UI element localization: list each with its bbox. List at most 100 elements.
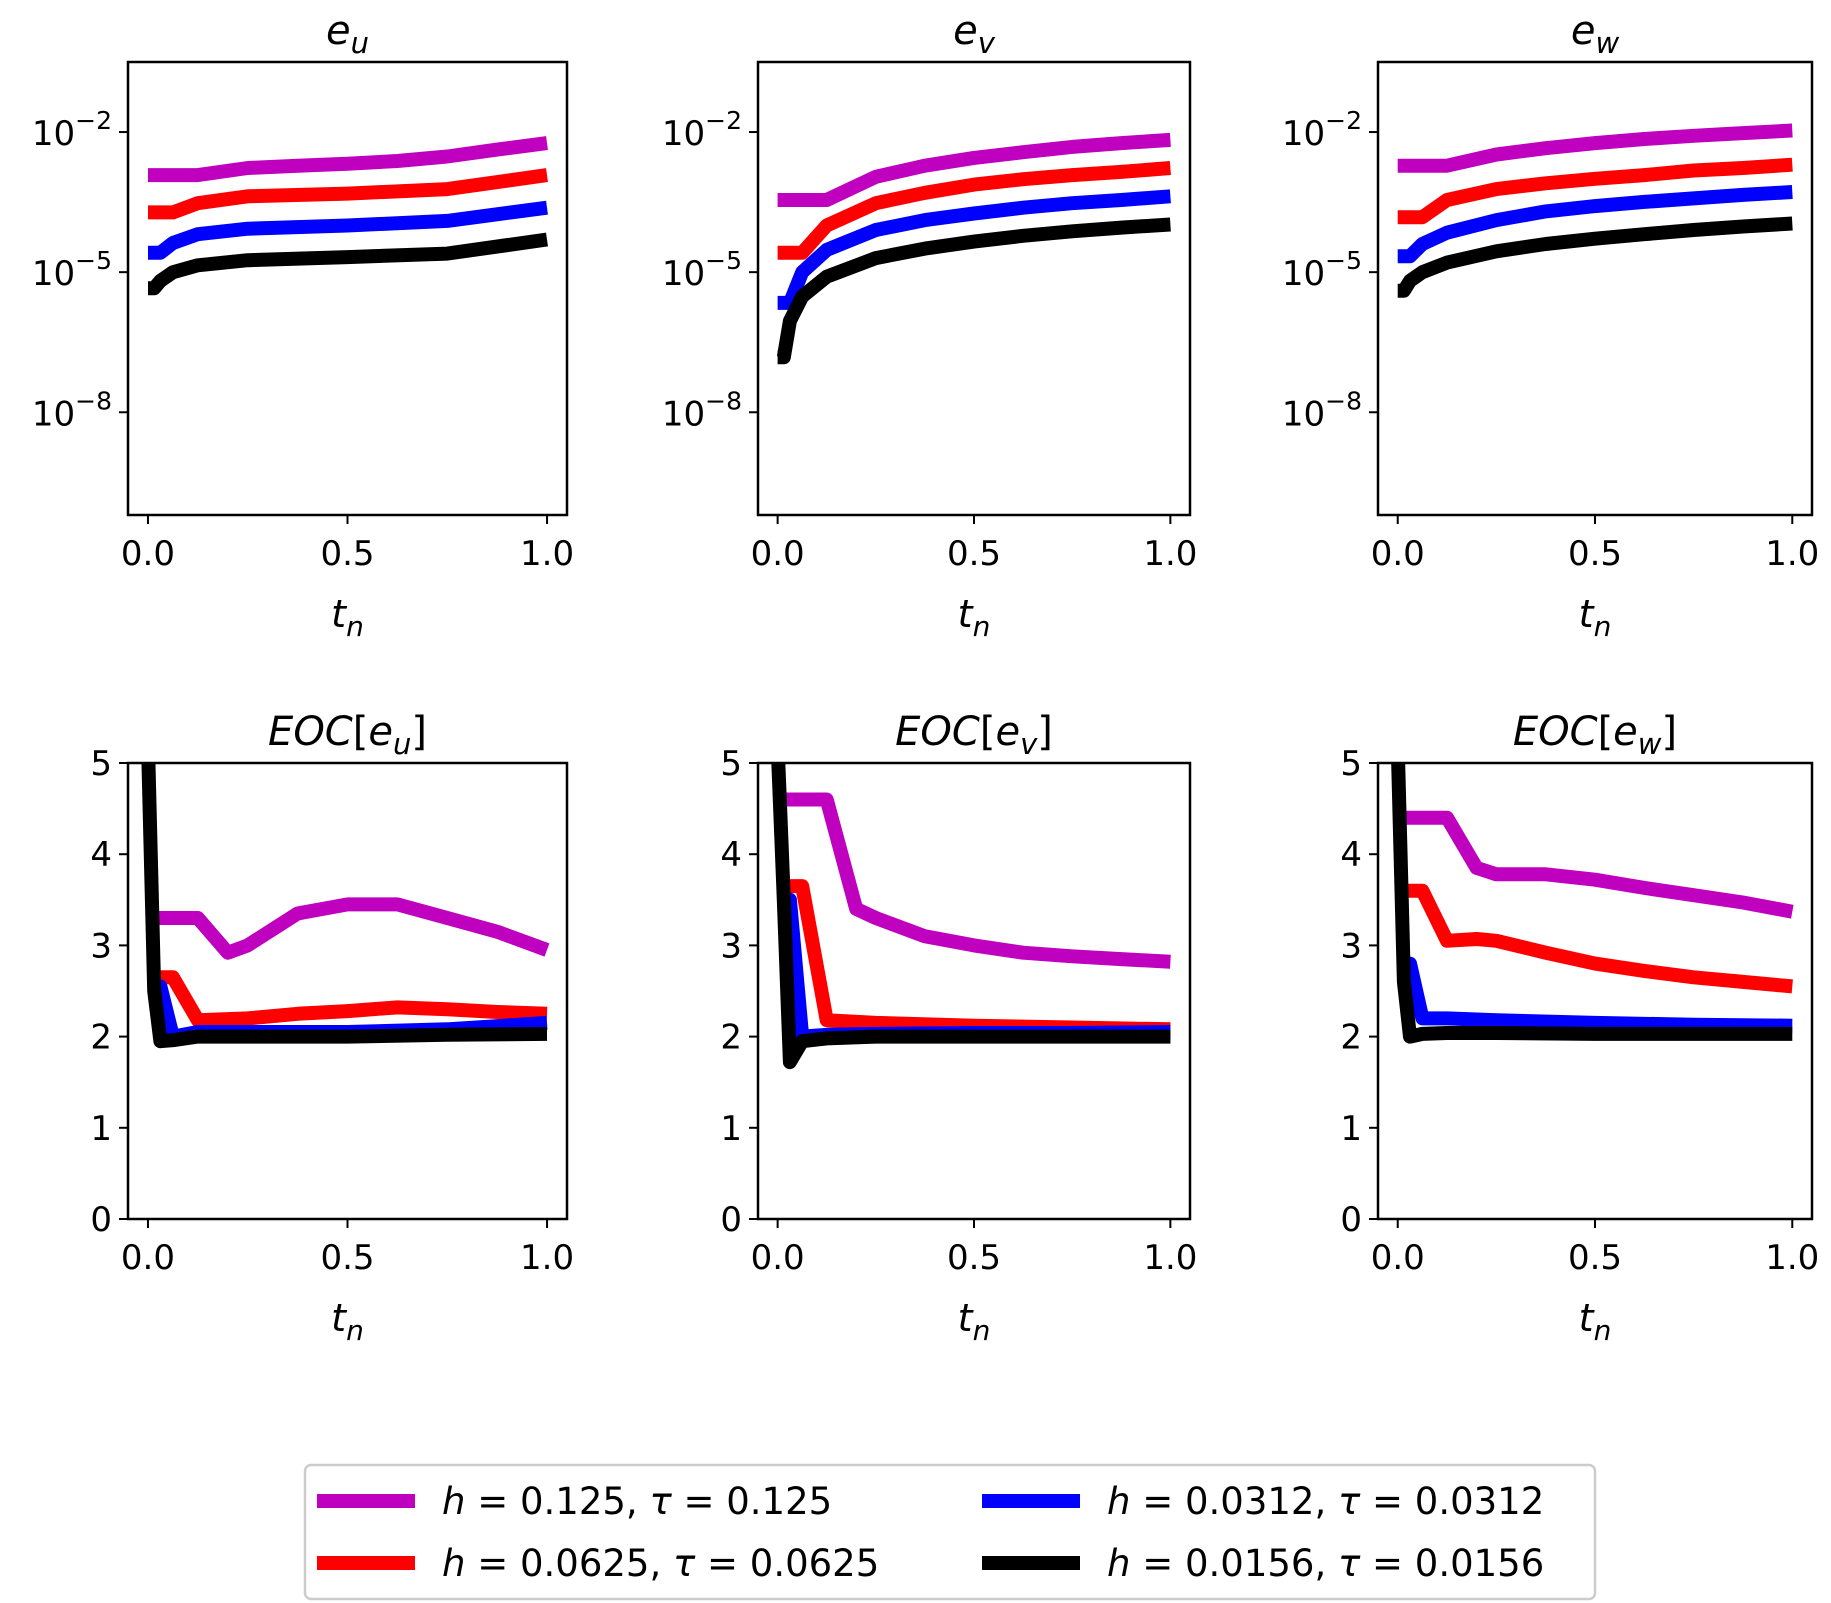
y-tick-label: 0 — [1340, 1200, 1362, 1240]
x-axis-label: tn — [958, 1296, 991, 1347]
axes-frame — [126, 761, 569, 1221]
y-tick-label: 5 — [1340, 744, 1362, 784]
series-line-2 — [1397, 883, 1793, 994]
y-tick-label: 1 — [90, 1109, 112, 1149]
subplot-4: 0.0 0.5 1.0 0 1 2 3 4 5 EOC[eu] tn — [90, 709, 574, 1347]
x-tick-label: 0.0 — [1371, 534, 1425, 574]
y-tick-label: 3 — [1340, 926, 1362, 966]
y-tick-label: 4 — [720, 835, 742, 875]
series-line-4 — [1391, 763, 1793, 1044]
legend-box — [303, 1463, 1597, 1601]
x-tick-label: 0.0 — [121, 534, 175, 574]
y-tick-label: 10−8 — [32, 386, 112, 434]
y-tick-label: 2 — [720, 1018, 742, 1058]
chart-title: eu — [326, 8, 369, 60]
x-tick-label: 0.0 — [751, 534, 805, 574]
series-line-2 — [777, 161, 1171, 260]
series-line-4 — [771, 763, 1171, 1070]
subplot-5: 0.0 0.5 1.0 0 1 2 3 4 5 EOC[ev] tn — [720, 709, 1197, 1347]
y-tick-label: 2 — [90, 1018, 112, 1058]
series-line-3 — [1397, 956, 1793, 1033]
legend-label: h = 0.0625, τ = 0.0625 — [442, 1542, 879, 1585]
series-line-1 — [1397, 123, 1793, 173]
x-tick-label: 0.5 — [1568, 1238, 1622, 1278]
axes-frame — [126, 60, 569, 517]
legend-item: h = 0.0156, τ = 0.0156 — [982, 1542, 1544, 1585]
x-tick-label: 1.0 — [520, 1238, 574, 1278]
chart-title: EOC[ew] — [1513, 709, 1677, 761]
x-tick-label: 0.0 — [1371, 1238, 1425, 1278]
series-line-3 — [777, 189, 1171, 310]
axes-frame — [1376, 761, 1814, 1221]
y-tick-label: 10−2 — [32, 106, 112, 154]
x-tick-label: 0.5 — [1568, 534, 1622, 574]
y-tick-label: 10−2 — [1282, 106, 1362, 154]
x-tick-label: 0.5 — [947, 1238, 1001, 1278]
series-line-1 — [1397, 810, 1794, 919]
plot-area — [771, 763, 1171, 1070]
legend-label: h = 0.125, τ = 0.125 — [442, 1480, 832, 1523]
plot-area — [776, 132, 1171, 365]
x-tick-label: 0.0 — [751, 1238, 805, 1278]
series-line-3 — [148, 200, 548, 260]
series-line-4 — [1396, 216, 1793, 298]
series-line-1 — [777, 132, 1171, 207]
x-tick-label: 1.0 — [1765, 534, 1819, 574]
legend-item: h = 0.0625, τ = 0.0625 — [317, 1542, 879, 1585]
plot-area — [141, 763, 550, 1049]
series-line-4 — [141, 763, 548, 1049]
y-tick-label: 10−2 — [662, 106, 742, 154]
legend-label: h = 0.0312, τ = 0.0312 — [1107, 1480, 1544, 1523]
plot-area — [1391, 763, 1794, 1044]
series-line-1 — [777, 792, 1171, 969]
y-tick-label: 4 — [90, 835, 112, 875]
series-line-3 — [1397, 185, 1793, 264]
y-tick-label: 10−5 — [1282, 246, 1362, 294]
x-tick-label: 0.5 — [947, 534, 1001, 574]
legend-item: h = 0.125, τ = 0.125 — [317, 1480, 832, 1523]
y-tick-label: 10−8 — [1282, 386, 1362, 434]
y-tick-label: 10−8 — [662, 386, 742, 434]
x-tick-label: 0.0 — [121, 1238, 175, 1278]
y-tick-label: 10−5 — [32, 246, 112, 294]
series-line-4 — [776, 217, 1171, 365]
subplot-3: 0.0 0.5 1.0 10−2 10−5 10−8 ew tn — [1282, 8, 1819, 643]
y-tick-label: 10−5 — [662, 246, 742, 294]
x-tick-label: 1.0 — [1143, 534, 1197, 574]
subplot-1: 0.0 0.5 1.0 10−2 10−5 10−8 eu tn — [32, 8, 574, 643]
x-axis-label: tn — [1579, 1296, 1612, 1347]
chart-title: EOC[ev] — [895, 709, 1053, 761]
plot-area — [1396, 123, 1793, 298]
y-tick-label: 0 — [720, 1200, 742, 1240]
series-line-4 — [147, 232, 548, 296]
series-line-1 — [148, 897, 550, 960]
legend-item: h = 0.0312, τ = 0.0312 — [982, 1480, 1544, 1523]
x-tick-label: 0.5 — [320, 1238, 374, 1278]
chart-title: ew — [1571, 8, 1620, 60]
x-tick-label: 0.5 — [320, 534, 374, 574]
series-line-1 — [148, 136, 548, 183]
y-tick-label: 2 — [1340, 1018, 1362, 1058]
x-axis-label: tn — [958, 592, 991, 643]
y-tick-label: 1 — [720, 1109, 742, 1149]
y-tick-label: 0 — [90, 1200, 112, 1240]
legend: h = 0.125, τ = 0.125 h = 0.0625, τ = 0.06… — [303, 1463, 1597, 1601]
x-tick-label: 1.0 — [520, 534, 574, 574]
y-tick-label: 3 — [720, 926, 742, 966]
y-tick-label: 1 — [1340, 1109, 1362, 1149]
series-line-2 — [148, 970, 548, 1028]
x-axis-label: tn — [331, 592, 364, 643]
chart-title: ev — [953, 8, 996, 60]
subplot-6: 0.0 0.5 1.0 0 1 2 3 4 5 EOC[ew] tn — [1340, 709, 1819, 1347]
y-tick-label: 4 — [1340, 835, 1362, 875]
series-line-2 — [148, 168, 548, 220]
y-tick-label: 5 — [90, 744, 112, 784]
plot-area — [147, 136, 548, 296]
x-tick-label: 1.0 — [1765, 1238, 1819, 1278]
x-axis-label: tn — [1579, 592, 1612, 643]
y-tick-label: 5 — [720, 744, 742, 784]
legend-label: h = 0.0156, τ = 0.0156 — [1107, 1542, 1544, 1585]
x-tick-label: 1.0 — [1143, 1238, 1197, 1278]
subplot-2: 0.0 0.5 1.0 10−2 10−5 10−8 ev tn — [662, 8, 1198, 643]
